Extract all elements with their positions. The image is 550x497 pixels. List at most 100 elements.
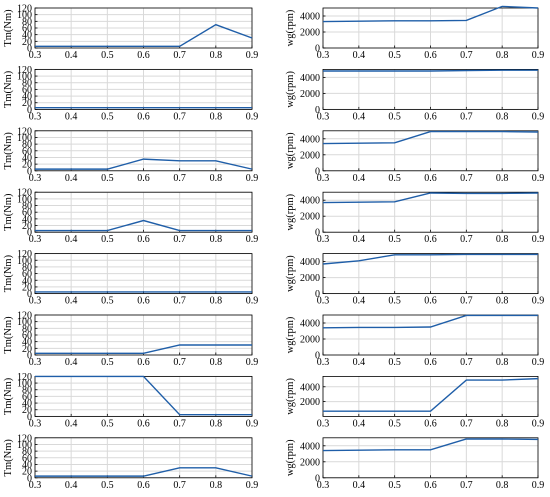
x-tick-label: 0.4 bbox=[65, 480, 78, 491]
y-tick-label: 0 bbox=[27, 473, 32, 484]
x-tick-label: 0.8 bbox=[496, 296, 509, 307]
x-tick-label: 0.8 bbox=[496, 357, 509, 368]
x-tick-label: 0.4 bbox=[65, 50, 78, 61]
axes-frame bbox=[322, 314, 539, 356]
y-axis-label: Tm(Nm) bbox=[3, 439, 14, 477]
y-tick-label: 120 bbox=[17, 188, 32, 199]
axes-frame bbox=[34, 130, 253, 172]
y-tick-label: 60 bbox=[22, 24, 32, 35]
x-tick-label: 0.3 bbox=[317, 234, 330, 245]
y-tick-label: 80 bbox=[22, 262, 32, 273]
y-tick-label: 0 bbox=[315, 105, 320, 116]
y-tick-label: 80 bbox=[22, 447, 32, 458]
x-tick-label: 0.3 bbox=[317, 357, 330, 368]
y-tick-label: 40 bbox=[22, 276, 32, 287]
y-tick-label: 60 bbox=[22, 208, 32, 219]
y-axis-label: Tm(Nm) bbox=[3, 254, 14, 292]
y-tick-label: 60 bbox=[22, 146, 32, 157]
x-tick-label: 0.3 bbox=[317, 50, 330, 61]
axes-frame bbox=[322, 375, 539, 417]
x-tick-label: 0.8 bbox=[496, 111, 509, 122]
y-tick-label: 80 bbox=[22, 140, 32, 151]
y-tick-label: 120 bbox=[17, 433, 32, 444]
x-tick-label: 0.8 bbox=[210, 50, 223, 61]
x-tick-label: 0.3 bbox=[29, 50, 42, 61]
x-tick-label: 0.4 bbox=[353, 357, 366, 368]
y-tick-label: 2000 bbox=[300, 335, 320, 346]
subplot-3-1: 0.3 0.4 0.5 0.6 0.7 0.8 0.9 020406080100120Tm(N… bbox=[3, 126, 258, 184]
x-tick-label: 0.5 bbox=[388, 418, 401, 429]
x-tick-label: 0.9 bbox=[246, 418, 259, 429]
x-tick-label: 0.7 bbox=[173, 173, 186, 184]
y-tick-label: 60 bbox=[22, 331, 32, 342]
x-tick-label: 0.9 bbox=[532, 296, 545, 307]
y-tick-label: 100 bbox=[17, 133, 32, 144]
y-tick-label: 2000 bbox=[300, 28, 320, 39]
axes-frame bbox=[34, 437, 253, 479]
y-tick-label: 0 bbox=[27, 351, 32, 362]
y-tick-label: 120 bbox=[17, 249, 32, 260]
x-tick-label: 0.7 bbox=[173, 111, 186, 122]
x-tick-label: 0.4 bbox=[353, 418, 366, 429]
x-tick-label: 0.7 bbox=[460, 50, 473, 61]
y-tick-label: 4000 bbox=[300, 382, 320, 393]
x-tick-label: 0.5 bbox=[388, 50, 401, 61]
x-tick-label: 0.4 bbox=[65, 357, 78, 368]
axes-frame bbox=[322, 130, 539, 172]
x-tick-label: 0.5 bbox=[101, 234, 114, 245]
y-axis-label: wg(rpm) bbox=[285, 9, 296, 46]
x-tick-label: 0.9 bbox=[532, 418, 545, 429]
y-tick-label: 20 bbox=[22, 405, 32, 416]
x-tick-label: 0.5 bbox=[388, 111, 401, 122]
x-tick-label: 0.9 bbox=[246, 173, 259, 184]
subplot-1-2: 0.3 0.4 0.5 0.6 0.7 0.8 0.9 0 2000 4000 wg(rpm) bbox=[285, 5, 545, 61]
y-tick-label: 4000 bbox=[300, 12, 320, 23]
x-tick-label: 0.8 bbox=[210, 173, 223, 184]
x-tick-label: 0.8 bbox=[496, 234, 509, 245]
y-tick-label: 100 bbox=[17, 379, 32, 390]
x-tick-label: 0.6 bbox=[137, 418, 150, 429]
x-tick-label: 0.8 bbox=[496, 480, 509, 491]
y-tick-label: 2000 bbox=[300, 273, 320, 284]
y-tick-label: 100 bbox=[17, 10, 32, 21]
x-tick-label: 0.7 bbox=[460, 234, 473, 245]
x-tick-label: 0.5 bbox=[101, 173, 114, 184]
y-tick-label: 0 bbox=[315, 166, 320, 177]
x-tick-label: 0.3 bbox=[317, 111, 330, 122]
x-tick-label: 0.3 bbox=[29, 173, 42, 184]
x-tick-label: 0.4 bbox=[65, 296, 78, 307]
series-line bbox=[35, 467, 253, 477]
x-tick-label: 0.9 bbox=[532, 111, 545, 122]
y-axis-label: wg(rpm) bbox=[285, 193, 296, 230]
x-tick-label: 0.7 bbox=[460, 357, 473, 368]
x-tick-label: 0.6 bbox=[137, 234, 150, 245]
y-tick-label: 80 bbox=[22, 78, 32, 89]
x-tick-label: 0.5 bbox=[388, 357, 401, 368]
x-tick-label: 0.4 bbox=[353, 173, 366, 184]
x-tick-label: 0.4 bbox=[353, 50, 366, 61]
x-tick-label: 0.8 bbox=[496, 50, 509, 61]
y-axis-label: wg(rpm) bbox=[285, 255, 296, 292]
y-tick-label: 100 bbox=[17, 256, 32, 267]
x-tick-label: 0.9 bbox=[532, 50, 545, 61]
x-tick-label: 0.3 bbox=[29, 234, 42, 245]
y-tick-label: 20 bbox=[22, 467, 32, 478]
subplot-8-1: 0.3 0.4 0.5 0.6 0.7 0.8 0.9 020406080100120Tm(N… bbox=[3, 433, 258, 491]
x-tick-label: 0.5 bbox=[101, 357, 114, 368]
x-tick-label: 0.8 bbox=[496, 418, 509, 429]
y-tick-label: 80 bbox=[22, 17, 32, 28]
axes-frame bbox=[34, 314, 253, 356]
subplot-6-2: 0.3 0.4 0.5 0.6 0.7 0.8 0.9 0 2000 4000 wg(rpm) bbox=[285, 314, 544, 368]
x-tick-label: 0.9 bbox=[246, 50, 259, 61]
x-tick-label: 0.9 bbox=[246, 234, 259, 245]
y-tick-label: 60 bbox=[22, 453, 32, 464]
y-tick-label: 120 bbox=[17, 126, 32, 137]
y-tick-label: 0 bbox=[27, 105, 32, 116]
y-tick-label: 20 bbox=[22, 160, 32, 171]
x-tick-label: 0.6 bbox=[424, 296, 437, 307]
y-tick-label: 4000 bbox=[300, 441, 320, 452]
y-axis-label: wg(rpm) bbox=[285, 132, 296, 169]
y-axis-label: wg(rpm) bbox=[285, 378, 296, 415]
y-tick-label: 4000 bbox=[300, 134, 320, 145]
x-tick-label: 0.9 bbox=[246, 296, 259, 307]
